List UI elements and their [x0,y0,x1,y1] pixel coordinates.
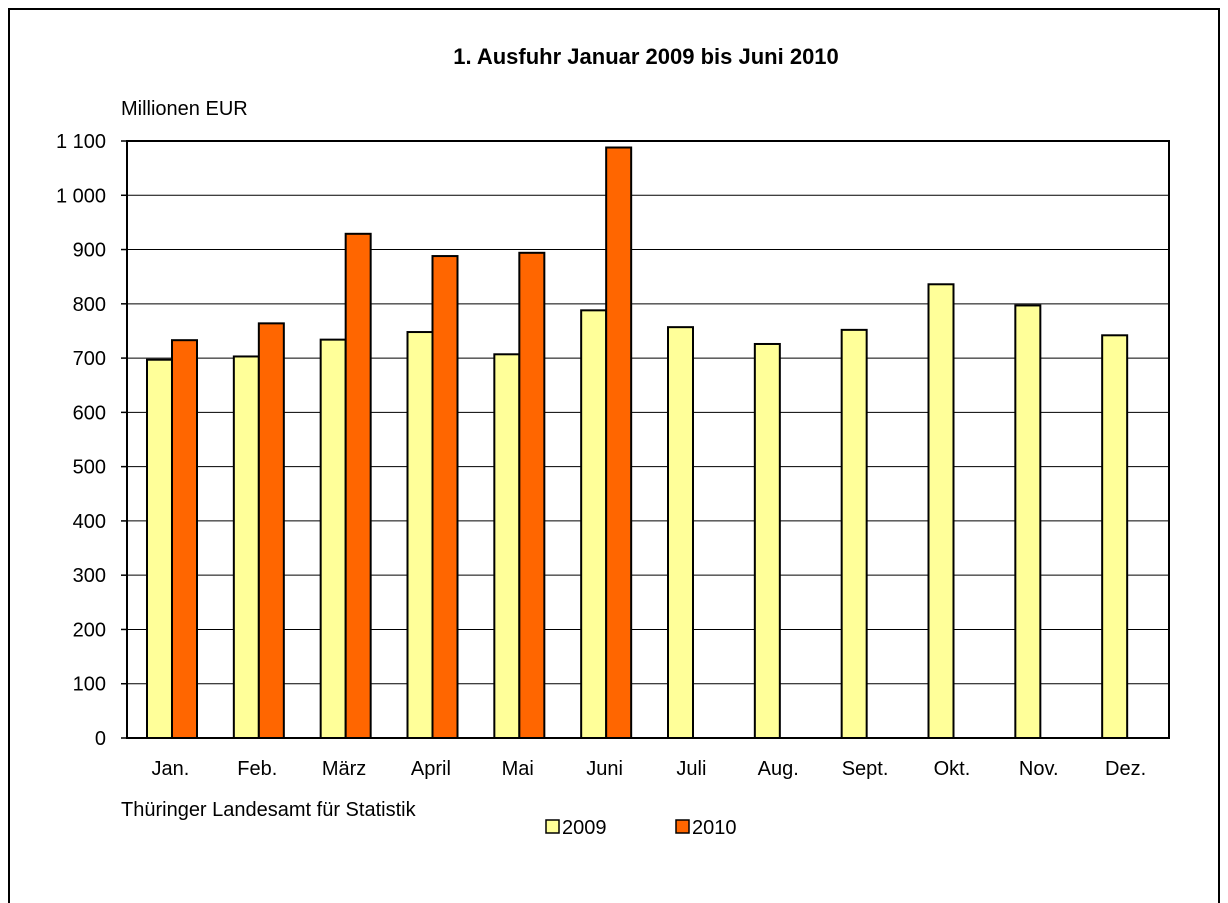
bar-2009-Okt. [927,283,955,739]
bar-2010-Feb. [257,322,285,739]
x-tick-labels: Jan. Feb. März April Mai Juni Juli Aug. Sept. Okt… [152,758,1147,780]
x-tick-label: März [322,758,366,780]
y-tick-label: 500 [73,457,106,479]
x-tick-label: Mai [502,758,534,780]
y-tick-label: 0 [95,728,106,750]
y-tick-label: 700 [73,348,106,370]
gridlines [127,194,1169,685]
y-tick-label: 600 [73,402,106,424]
bar-2010-April [431,255,459,739]
x-tick-label: Jan. [152,758,190,780]
legend: 2009 2010 [545,817,737,839]
bar-2010-Juni [605,146,633,739]
chart-title: 1. Ausfuhr Januar 2009 bis Juni 2010 [453,44,839,69]
bar-2009-Mai [493,353,521,739]
x-tick-label: Feb. [237,758,277,780]
x-tick-label: Juni [586,758,623,780]
y-tick-label: 300 [73,565,106,587]
x-tick-label: Sept. [842,758,889,780]
x-tick-label: Nov. [1019,758,1059,780]
bar-2009-Feb. [232,355,260,739]
bar-2009-Juni [580,309,608,739]
x-tick-label: Okt. [934,758,971,780]
plot-area [126,140,1170,739]
bars [146,146,1129,739]
bar-2009-Nov. [1014,304,1042,739]
x-tick-label: Aug. [758,758,799,780]
bar-2009-April [406,331,434,739]
y-tick-label: 800 [73,294,106,316]
source-note: Thüringer Landesamt für Statistik [121,799,417,821]
bar-2009-Juli [667,326,694,739]
bar-2009-Dez. [1101,334,1129,739]
legend-label-2010: 2010 [692,817,737,839]
y-tick-label: 200 [73,619,106,641]
y-tick-labels: 0 100 200 300 400 500 600 700 800 900 1 000 1 100 [56,131,127,750]
bar-2010-Jan. [171,339,198,739]
y-tick-label: 1 000 [56,185,106,207]
x-tick-label: Juli [676,758,706,780]
legend-swatch-2010 [675,819,690,834]
bar-2010-Mai [518,251,546,739]
legend-label-2009: 2009 [562,817,607,839]
x-tick-label: Dez. [1105,758,1146,780]
bar-2009-Jan. [146,358,173,739]
chart-frame [8,8,1220,903]
y-tick-label: 100 [73,674,106,696]
bar-2009-März [319,338,347,739]
y-axis-label: Millionen EUR [121,98,248,120]
y-tick-label: 1 100 [56,131,106,153]
x-tick-label: April [411,758,451,780]
bar-2010-März [344,232,372,739]
legend-swatch-2009 [545,819,560,834]
y-tick-label: 900 [73,240,106,262]
bar-2009-Sept. [840,328,868,739]
y-tick-label: 400 [73,511,106,533]
bar-2009-Aug. [753,342,781,739]
